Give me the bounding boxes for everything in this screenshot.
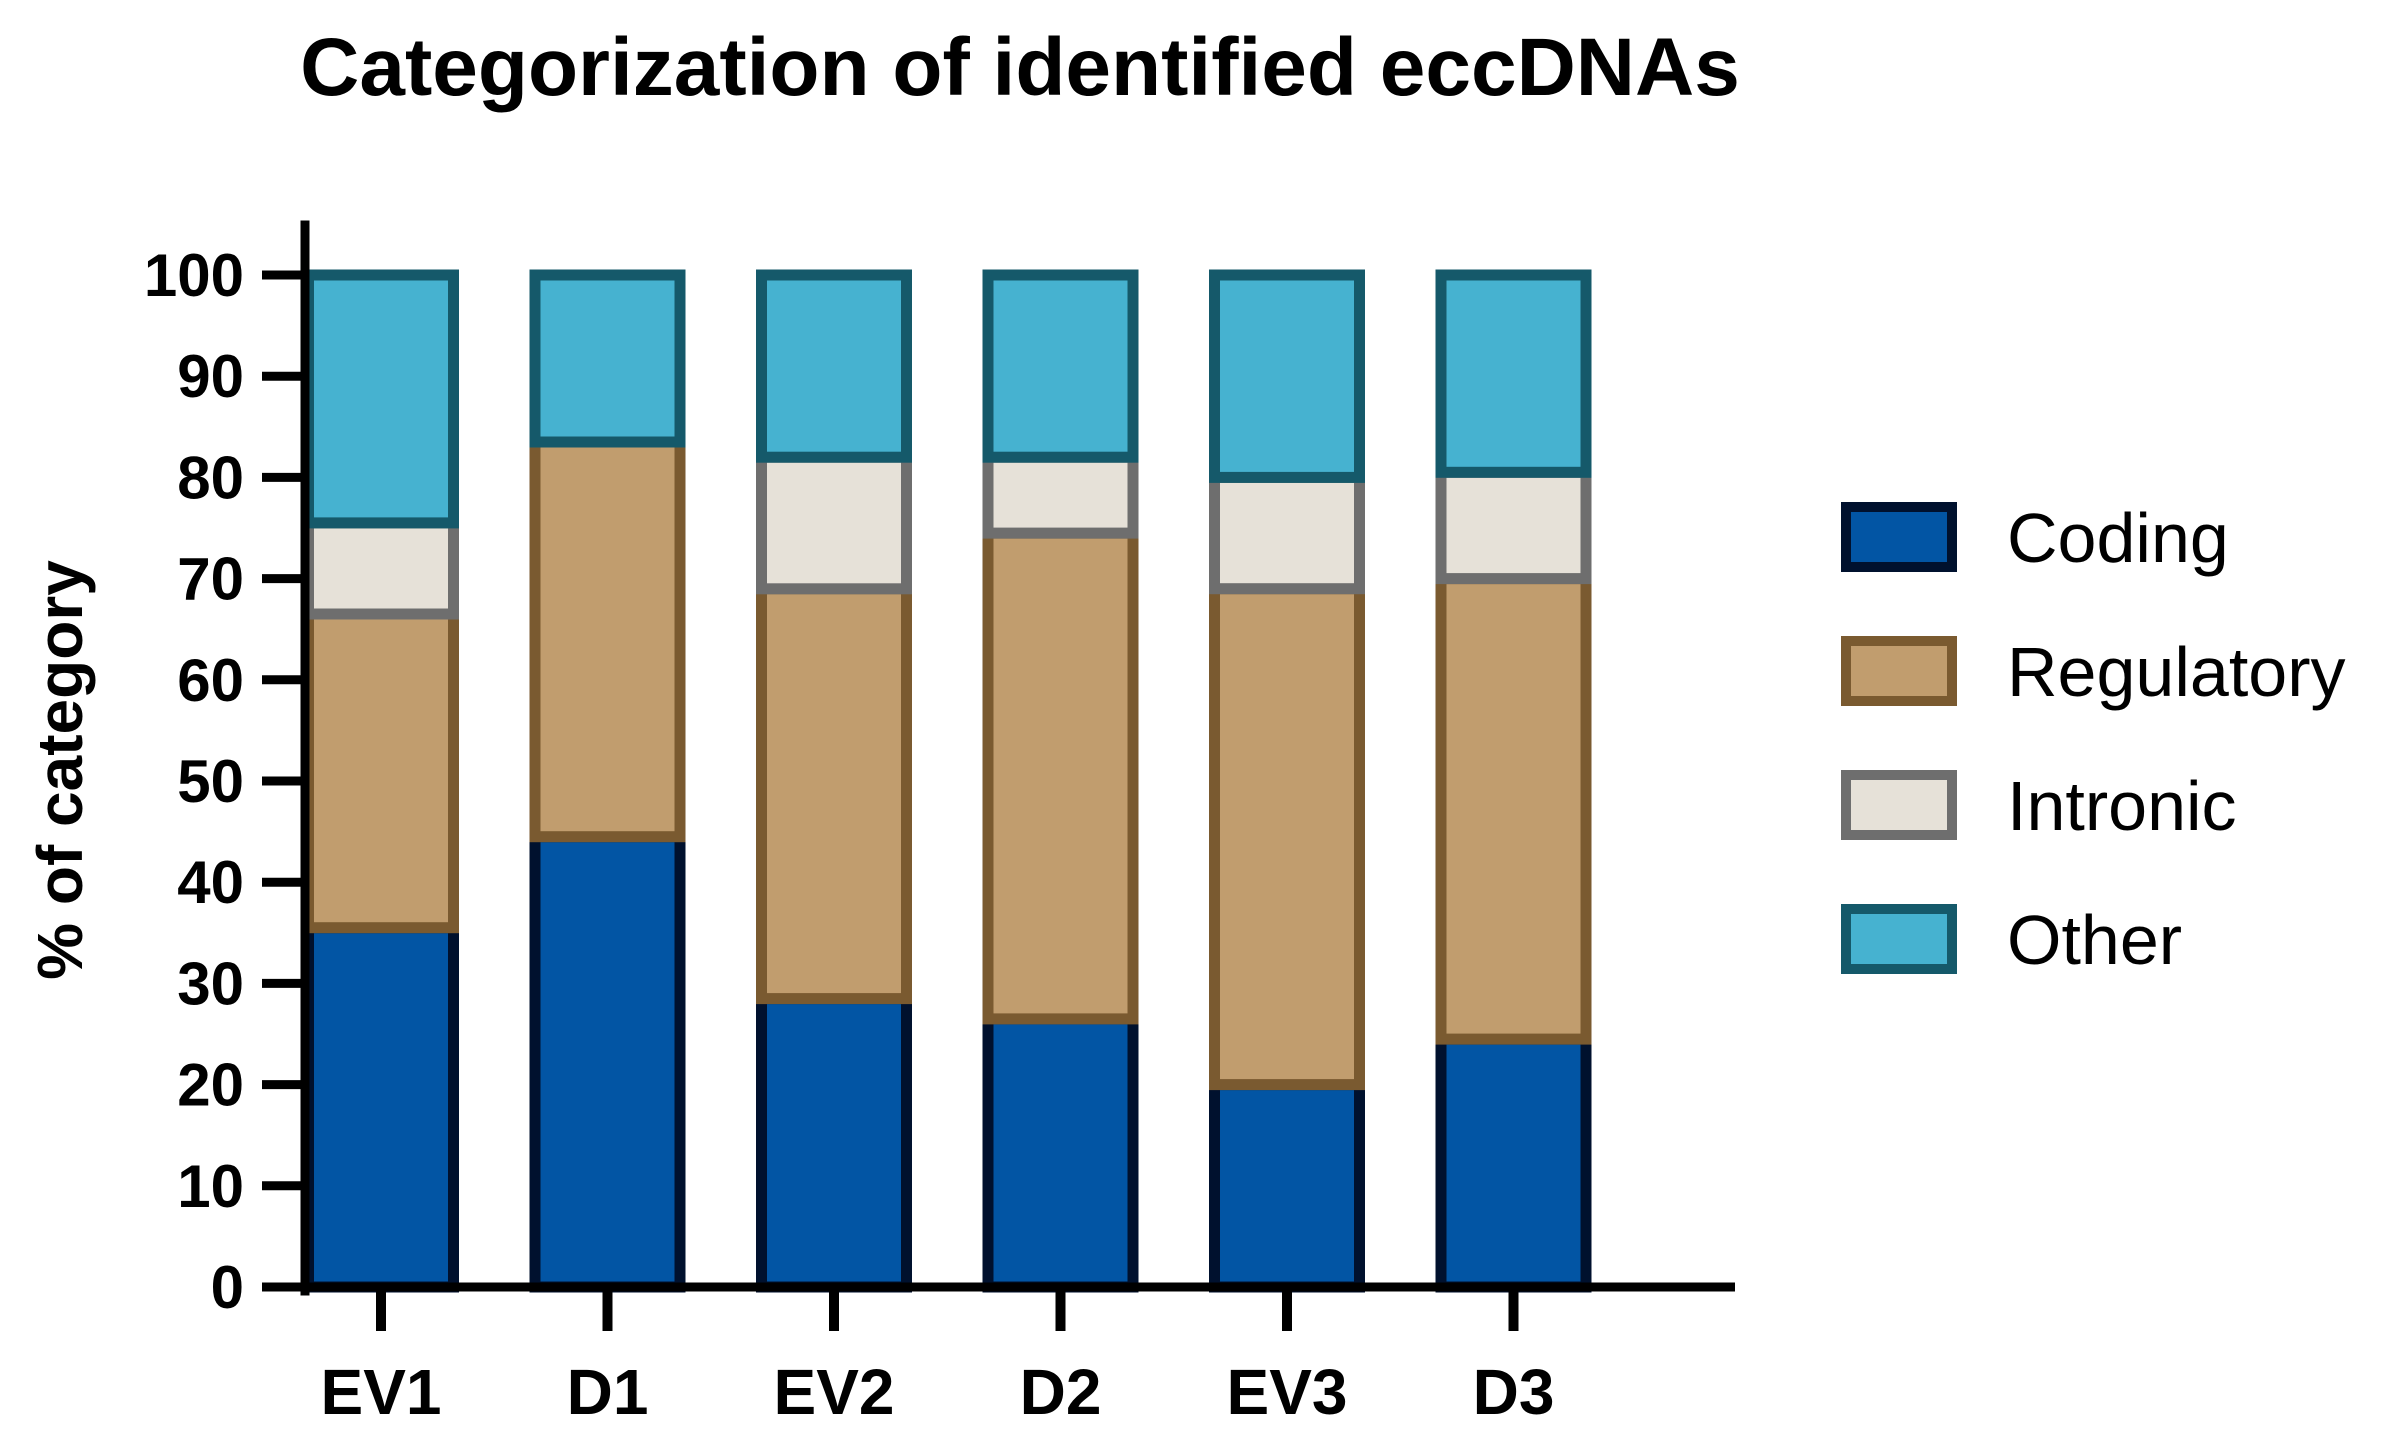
x-tick-label-ev2: EV2	[774, 1356, 895, 1428]
bar-d2-regulatory	[982, 527, 1139, 1025]
legend-label-other: Other	[2007, 901, 2182, 979]
legend-swatch-coding	[1841, 502, 1957, 572]
bar-ev1-coding	[303, 922, 459, 1293]
bar-d3-coding	[1435, 1033, 1592, 1293]
bar-d1-regulatory	[529, 436, 686, 843]
y-tick-label-70: 70	[177, 546, 244, 613]
x-category-labels: EV1 D1 EV2 D2 EV3 D3	[321, 1287, 1555, 1428]
y-axis-label: % of category	[24, 560, 96, 980]
bar-ev1-other	[303, 269, 459, 529]
bar-ev3-intronic	[1209, 471, 1365, 595]
bar-ev2-coding	[756, 993, 912, 1293]
bar-d2-coding	[982, 1013, 1139, 1293]
legend: Coding Regulatory Intronic Other	[1841, 499, 2346, 979]
y-tick-label-90: 90	[177, 343, 244, 410]
x-tick-label-ev1: EV1	[321, 1356, 442, 1428]
x-tick-label-ev3: EV3	[1227, 1356, 1348, 1428]
bar-d3-regulatory	[1435, 573, 1592, 1045]
legend-label-regulatory: Regulatory	[2007, 633, 2346, 711]
y-ticks: 0 10 20 30 40 50 60 70 80 90 100	[144, 242, 305, 1321]
y-tick-label-80: 80	[177, 444, 244, 511]
y-tick-label-20: 20	[177, 1052, 244, 1119]
y-tick-label-40: 40	[177, 849, 244, 916]
bar-d2-other	[982, 269, 1139, 463]
y-tick-label-60: 60	[177, 647, 244, 714]
x-tick-label-d1: D1	[567, 1356, 649, 1428]
bars-layer	[303, 269, 1592, 1293]
y-tick-label-10: 10	[177, 1153, 244, 1220]
legend-label-coding: Coding	[2007, 499, 2229, 577]
axes-layer	[262, 220, 1735, 1296]
bar-d1-other	[529, 269, 686, 448]
bar-ev2-regulatory	[756, 583, 912, 1005]
y-tick-label-30: 30	[177, 950, 244, 1017]
bar-ev3-other	[1209, 269, 1365, 483]
y-tick-label-100: 100	[144, 242, 244, 309]
bar-ev2-other	[756, 269, 912, 463]
legend-swatch-regulatory	[1841, 636, 1957, 706]
bar-d2-intronic	[982, 451, 1139, 539]
y-tick-label-0: 0	[211, 1254, 244, 1321]
bar-d3-other	[1435, 269, 1592, 478]
legend-swatch-other	[1841, 904, 1957, 974]
legend-label-intronic: Intronic	[2007, 767, 2237, 845]
bar-ev1-regulatory	[303, 608, 459, 934]
bar-ev3-regulatory	[1209, 583, 1365, 1091]
bar-d1-coding	[529, 831, 686, 1293]
bar-ev2-intronic	[756, 451, 912, 595]
chart-title: Categorization of identified eccDNAs	[300, 22, 1740, 113]
x-tick-label-d2: D2	[1020, 1356, 1102, 1428]
bar-ev1-intronic	[303, 517, 459, 620]
bar-ev3-coding	[1209, 1079, 1365, 1293]
x-tick-label-d3: D3	[1473, 1356, 1555, 1428]
y-tick-label-50: 50	[177, 748, 244, 815]
bar-d3-intronic	[1435, 466, 1592, 585]
legend-swatch-intronic	[1841, 770, 1957, 840]
